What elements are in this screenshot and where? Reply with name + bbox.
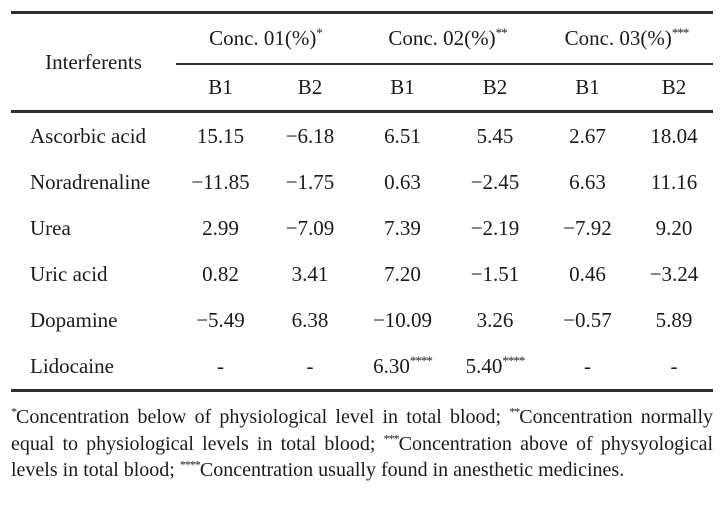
asterisk-marker: *** (383, 430, 400, 445)
subheader-b2: B2 (635, 64, 713, 113)
row-label: Urea (30, 215, 71, 240)
value-cell: 6.63 (569, 169, 606, 194)
value-cell: −1.51 (470, 261, 520, 286)
asterisk-marker: ** (495, 25, 508, 40)
asterisk-marker: **** (409, 352, 433, 368)
value-cell: −10.09 (372, 307, 433, 332)
value-cell: 7.39 (384, 215, 421, 240)
value-cell: −2.45 (470, 169, 520, 194)
value-cell: 0.63 (384, 169, 421, 194)
footnote-text: Concentration above of physyological lev… (11, 432, 714, 482)
footnote: *Concentration below of physiological le… (11, 392, 713, 484)
value-cell: 6.30**** (355, 343, 450, 392)
value-cell: 15.15 (196, 123, 245, 148)
value-cell: 2.67 (569, 123, 606, 148)
group-label: Conc. 03(%) (564, 26, 672, 50)
value-cell: 7.20 (384, 261, 421, 286)
group-header-conc02: Conc. 02(%)** (355, 12, 540, 65)
group-header-conc01: Conc. 01(%)* (176, 12, 355, 65)
subheader-row: B1 B2 B1 B2 B1 B2 (11, 64, 713, 113)
subheader-b2: B2 (450, 64, 540, 113)
asterisk-marker: **** (502, 352, 525, 368)
value-cell: −5.49 (196, 307, 245, 332)
value-cell: −7.09 (285, 215, 335, 240)
value-cell: 5.89 (655, 307, 693, 332)
row-label: Uric acid (30, 261, 108, 286)
group-label: Conc. 02(%) (388, 26, 496, 50)
asterisk-marker: * (11, 404, 17, 419)
subheader-b1: B1 (540, 64, 635, 113)
value-cell: - (176, 343, 265, 392)
value-cell: −7.92 (563, 215, 612, 240)
value-cell: −1.75 (285, 169, 335, 194)
table-row-ascorbic-acid: Ascorbic acid 15.15 −6.18 6.51 5.45 2.67… (11, 112, 713, 160)
value-cell: 3.41 (291, 261, 329, 286)
subheader-b1: B1 (176, 64, 265, 113)
footnote-text: Concentration usually found in anestheti… (199, 459, 625, 481)
value-cell: - (265, 343, 355, 392)
table-row-urea: Urea 2.99 −7.09 7.39 −2.19 −7.92 9.20 (11, 205, 713, 251)
group-label: Conc. 01(%) (209, 26, 317, 50)
table-row-dopamine: Dopamine −5.49 6.38 −10.09 3.26 −0.57 5.… (11, 297, 713, 343)
value-cell: −2.19 (470, 215, 520, 240)
value-cell: 3.26 (476, 307, 514, 332)
footnote-text: Concentration below of physiological lev… (16, 406, 510, 428)
subheader-b1: B1 (355, 64, 450, 113)
value-cell: 9.20 (655, 215, 693, 240)
table-row-noradrenaline: Noradrenaline −11.85 −1.75 0.63 −2.45 6.… (11, 159, 713, 205)
row-label: Dopamine (30, 307, 118, 332)
value-cell: 5.40**** (450, 343, 540, 392)
value-cell: - (635, 343, 713, 392)
interferents-header: Interferents (11, 12, 176, 113)
interference-table: Interferents Conc. 01(%)* Conc. 02(%)** … (11, 11, 713, 392)
value-cell: −3.24 (649, 261, 699, 286)
interferents-label: Interferents (45, 49, 142, 74)
value-cell: 0.46 (569, 261, 606, 286)
value-cell: 0.82 (202, 261, 239, 286)
group-header-row: Interferents Conc. 01(%)* Conc. 02(%)** … (11, 12, 713, 113)
value-cell: −6.18 (285, 123, 335, 148)
value-cell: 11.16 (650, 169, 698, 194)
footnote-text: Concentration normally equal to physiolo… (11, 406, 714, 455)
row-label: Lidocaine (11, 343, 176, 392)
value-cell: 6.51 (384, 123, 421, 148)
group-header-conc03: Conc. 03(%)*** (540, 12, 713, 65)
asterisk-marker: ** (509, 404, 520, 419)
subheader-b2: B2 (265, 64, 355, 113)
value-cell: - (540, 343, 635, 392)
table-row-uric-acid: Uric acid 0.82 3.41 7.20 −1.51 0.46 −3.2… (11, 251, 713, 297)
value-cell: −0.57 (563, 307, 612, 332)
value-cell: 5.45 (476, 123, 514, 148)
asterisk-marker: *** (671, 25, 689, 40)
row-label: Ascorbic acid (30, 123, 147, 148)
value-cell: 2.99 (202, 215, 239, 240)
value-cell: −11.85 (191, 169, 250, 194)
asterisk-marker: * (316, 25, 322, 40)
value-cell: 18.04 (650, 123, 698, 148)
value-cell: 6.38 (291, 307, 329, 332)
table-row-lidocaine: Lidocaine - - 6.30**** 5.40**** - - (11, 343, 713, 392)
asterisk-marker: **** (179, 457, 201, 472)
table-wrap: Interferents Conc. 01(%)* Conc. 02(%)** … (11, 11, 713, 484)
row-label: Noradrenaline (30, 169, 151, 194)
